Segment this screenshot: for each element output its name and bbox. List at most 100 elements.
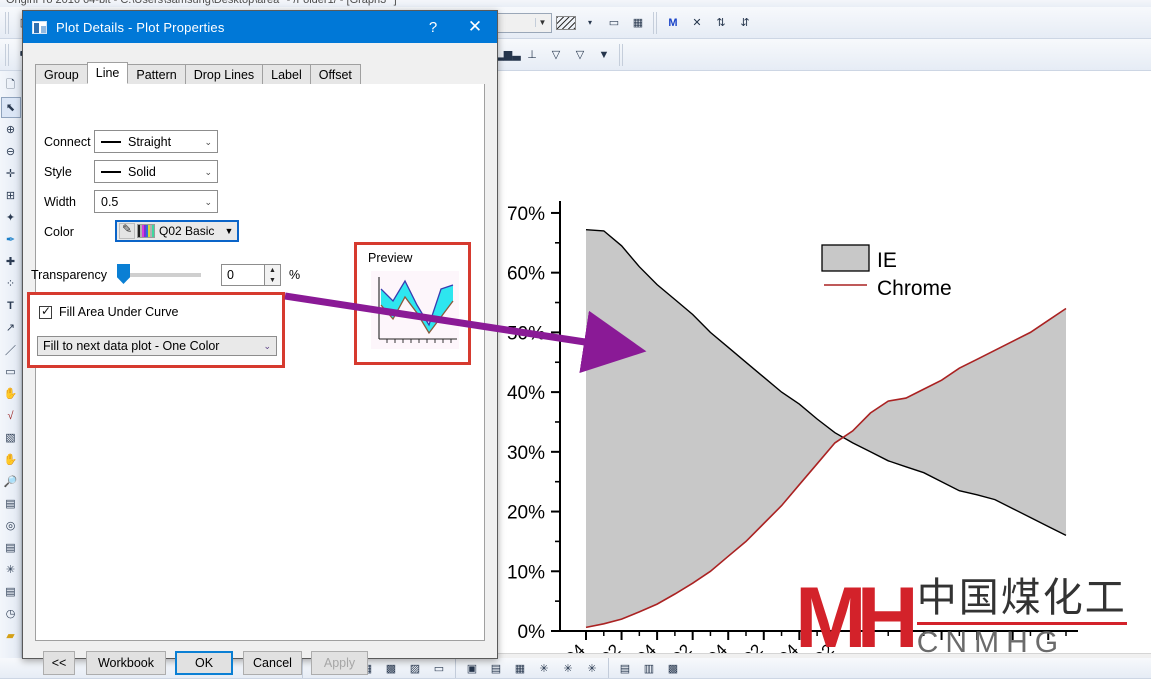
toolbar-grip-3[interactable] bbox=[653, 11, 658, 34]
draw-data-icon[interactable]: ✒ bbox=[5, 234, 16, 246]
region-select-icon[interactable]: ⊞ bbox=[5, 190, 16, 202]
toolbar-grip-4[interactable] bbox=[5, 43, 10, 66]
sheet-icon[interactable]: ▥ bbox=[643, 662, 655, 675]
chevron-down-icon[interactable]: ⌄ bbox=[204, 137, 212, 147]
filter-remove-icon[interactable]: ▼ bbox=[598, 48, 610, 61]
zoom-out-icon[interactable]: ⊖ bbox=[5, 146, 16, 158]
zoom-in-icon[interactable]: ⊕ bbox=[5, 124, 16, 136]
stepper-up-icon[interactable]: ▲ bbox=[269, 266, 276, 274]
chart-legend[interactable]: IE Chrome bbox=[821, 244, 952, 300]
histogram-icon[interactable]: ⊥ bbox=[527, 49, 537, 61]
insert-graph-icon[interactable]: ▧ bbox=[5, 432, 16, 444]
y-axis-tick-labels: 0% 10% 20% 30% 40% 50% 60% 70% bbox=[507, 204, 545, 643]
collapse-button[interactable]: << bbox=[43, 651, 75, 675]
transparency-slider[interactable] bbox=[117, 264, 201, 284]
chevron-down-icon[interactable]: ⌄ bbox=[204, 167, 212, 177]
color-picker-icon[interactable] bbox=[119, 222, 135, 239]
stepper-down-icon[interactable]: ▼ bbox=[269, 276, 276, 284]
close-plot-icon[interactable]: ✕ bbox=[692, 17, 702, 29]
connect-combo[interactable]: Straight ⌄ bbox=[94, 130, 218, 153]
arrange-icon[interactable]: ▦ bbox=[514, 662, 526, 675]
clock-icon[interactable]: ◷ bbox=[5, 608, 16, 620]
style-combo[interactable]: Solid ⌄ bbox=[94, 160, 218, 183]
dialog-title: Plot Details - Plot Properties bbox=[56, 19, 225, 35]
plot-details-dialog[interactable]: Plot Details - Plot Properties ? ✕ Group… bbox=[22, 10, 498, 675]
filter-icon[interactable]: ▽ bbox=[551, 49, 561, 61]
tab-group[interactable]: Group bbox=[35, 64, 88, 84]
fill-mode-combo[interactable]: Fill to next data plot - One Color ⌄ bbox=[37, 336, 277, 356]
toolbar-grip-5[interactable] bbox=[619, 43, 624, 66]
equation-tool-icon[interactable]: √ bbox=[7, 409, 14, 422]
text-tool-icon[interactable]: T bbox=[7, 299, 14, 312]
transparency-slider-handle[interactable] bbox=[117, 264, 130, 284]
width-combo[interactable]: 0.5 ⌄ bbox=[94, 190, 218, 213]
y-tick-label: 10% bbox=[507, 562, 545, 583]
axis-dialog-icon[interactable]: ▤ bbox=[5, 542, 16, 554]
hatch-pattern-icon[interactable] bbox=[555, 12, 577, 34]
asterisk-3-icon[interactable]: ✳ bbox=[587, 662, 597, 675]
new-project-icon[interactable]: 🗋 bbox=[6, 79, 15, 91]
main-window-titlebar: OriginPro 2016 64-bit - C:\Users\samsung… bbox=[0, 0, 1151, 7]
fill-area-checkbox[interactable] bbox=[39, 304, 52, 319]
pan-tool-icon[interactable]: ✋ bbox=[3, 454, 18, 466]
help-icon[interactable]: ? bbox=[428, 18, 438, 36]
rectangle-tool-icon[interactable]: ▭ bbox=[5, 366, 16, 378]
mask-points-icon[interactable]: ✚ bbox=[5, 256, 16, 268]
chevron-down-icon[interactable]: ▼ bbox=[535, 18, 549, 27]
chevron-down-icon[interactable]: ⌄ bbox=[204, 197, 212, 207]
speed-icon[interactable]: ▭ bbox=[433, 662, 445, 675]
asterisk-1-icon[interactable]: ✳ bbox=[539, 662, 549, 675]
toolbar-grip[interactable] bbox=[5, 11, 10, 34]
workbook-button[interactable]: Workbook bbox=[86, 651, 166, 675]
scatter-tool-icon[interactable]: ⁘ bbox=[5, 278, 16, 290]
chevron-down-icon[interactable]: ▼ bbox=[224, 226, 234, 236]
color-combo[interactable]: Q02 Basic ▼ bbox=[115, 220, 239, 242]
hatch-caret-icon[interactable]: ▾ bbox=[587, 18, 592, 27]
page-icon[interactable]: ▤ bbox=[619, 662, 631, 675]
gradient-fill-icon[interactable]: ▭ bbox=[608, 17, 620, 29]
connect-label: Connect bbox=[44, 134, 91, 149]
tab-drop-lines[interactable]: Drop Lines bbox=[184, 64, 264, 84]
tab-pattern[interactable]: Pattern bbox=[127, 64, 186, 84]
data-selector-icon[interactable]: ✦ bbox=[5, 212, 16, 224]
layer-contents-icon[interactable]: ▤ bbox=[5, 498, 16, 510]
arrow-tool-icon[interactable]: ↗ bbox=[5, 322, 16, 334]
pointer-icon[interactable]: ⬉ bbox=[0, 97, 21, 118]
color-fill-icon[interactable]: ▰ bbox=[6, 630, 15, 642]
fill-checkbox-row[interactable]: Fill Area Under Curve bbox=[39, 304, 179, 319]
transparency-input[interactable]: 0 bbox=[221, 264, 265, 286]
stack-icon[interactable]: ▩ bbox=[667, 662, 679, 675]
magnifier-icon[interactable]: 🔎 bbox=[3, 476, 18, 488]
vertical-align-icon[interactable]: ⇅ bbox=[716, 17, 726, 29]
mini-toolbar-icon[interactable]: M bbox=[668, 16, 678, 29]
tab-label[interactable]: Label bbox=[262, 64, 311, 84]
window-icon[interactable]: ▣ bbox=[466, 662, 478, 675]
tab-offset[interactable]: Offset bbox=[309, 64, 361, 84]
matrix-icon[interactable]: ▩ bbox=[385, 662, 397, 675]
connect-value: Straight bbox=[128, 134, 172, 149]
tab-line[interactable]: Line bbox=[86, 62, 129, 84]
asterisk-2-icon[interactable]: ✳ bbox=[563, 662, 573, 675]
rescale-icon[interactable]: ◎ bbox=[5, 520, 16, 532]
y-tick-label: 20% bbox=[507, 503, 545, 524]
line-tool-icon[interactable]: ／ bbox=[5, 344, 16, 357]
screen-reader-icon[interactable]: ✛ bbox=[5, 168, 16, 180]
cancel-button[interactable]: Cancel bbox=[243, 651, 302, 675]
image-icon[interactable]: ▨ bbox=[409, 662, 421, 675]
table-style-icon[interactable]: ▦ bbox=[632, 17, 644, 29]
tile-icon[interactable]: ▤ bbox=[490, 662, 502, 675]
ok-button[interactable]: OK bbox=[175, 651, 233, 675]
transparency-stepper[interactable]: ▲ ▼ bbox=[265, 264, 281, 286]
legend-icon[interactable]: ▤ bbox=[5, 586, 16, 598]
apply-button[interactable]: Apply bbox=[311, 651, 368, 675]
close-icon[interactable]: ✕ bbox=[467, 17, 483, 36]
dialog-titlebar[interactable]: Plot Details - Plot Properties ? ✕ bbox=[23, 11, 497, 43]
column-chart-icon[interactable]: ▂▆▃ bbox=[495, 49, 521, 61]
chevron-down-icon[interactable]: ⌄ bbox=[263, 340, 271, 351]
x-axis-ticks bbox=[585, 631, 1067, 640]
y-tick-label: 50% bbox=[507, 323, 545, 344]
star-icon[interactable]: ✳ bbox=[5, 564, 16, 576]
hand-tool-icon[interactable]: ✋ bbox=[3, 388, 18, 400]
spacing-icon[interactable]: ⇵ bbox=[740, 17, 750, 29]
filter-clear-icon[interactable]: ▽ bbox=[575, 49, 585, 61]
